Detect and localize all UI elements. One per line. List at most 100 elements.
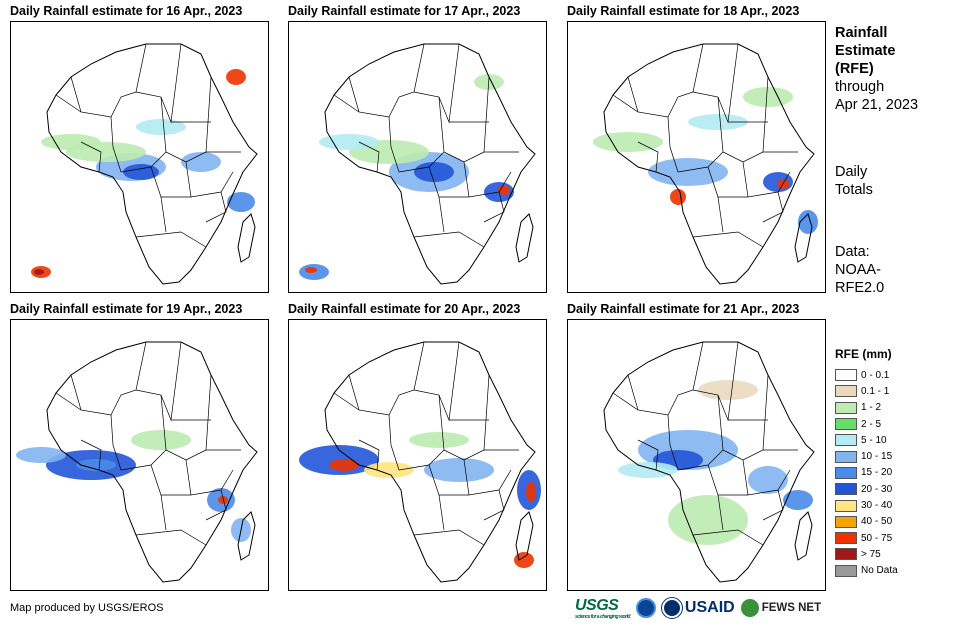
legend-swatch [835, 548, 857, 561]
country-border [627, 341, 704, 416]
usaid-wordmark: USAID [684, 599, 735, 616]
legend-item: 0 - 0.1 [835, 367, 898, 383]
panel-title: Daily Rainfall estimate for 19 Apr., 202… [10, 302, 243, 316]
rainfall-area [743, 87, 793, 107]
legend-swatch [835, 499, 857, 512]
country-border [717, 494, 724, 531]
rainfall-area [409, 432, 469, 448]
legend-item: 30 - 40 [835, 497, 898, 513]
country-border [667, 414, 679, 471]
country-border [55, 94, 82, 113]
country-border [70, 43, 147, 118]
legend-label: 1 - 2 [861, 402, 882, 414]
map-svg [31, 43, 258, 285]
legend-item: 15 - 20 [835, 465, 898, 481]
legend: RFE (mm) 0 - 0.1 0.1 - 1 1 - 2 2 - 5 5 - 10 1… [835, 347, 898, 579]
country-border [413, 231, 485, 248]
legend-label: 5 - 10 [861, 434, 887, 446]
legend-swatch [835, 401, 857, 414]
legend-item: 20 - 30 [835, 481, 898, 497]
map-svg [603, 341, 815, 583]
madagascar-outline [794, 213, 813, 263]
legend-item: 0.1 - 1 [835, 383, 898, 399]
rainfall-map [567, 21, 826, 293]
rainfall-area [227, 192, 255, 212]
country-border [612, 392, 639, 411]
panel-title: Daily Rainfall estimate for 18 Apr., 202… [567, 4, 800, 18]
rainfall-area [226, 69, 246, 85]
side-title-line: Estimate [835, 43, 896, 59]
map-svg [299, 43, 536, 285]
country-border [80, 439, 102, 471]
legend-swatch [835, 532, 857, 545]
country-border [110, 116, 122, 173]
usgs-logo: USGS science for a changing world [575, 597, 630, 620]
country-border [388, 414, 400, 471]
map-svg [593, 43, 818, 285]
country-border [438, 76, 490, 163]
rainfall-area [123, 164, 159, 180]
legend-swatch [835, 564, 857, 577]
rainfall-map [288, 319, 547, 591]
country-border [348, 43, 425, 118]
rainfall-area [698, 380, 758, 400]
rainfall-area [181, 152, 221, 172]
country-border [483, 489, 505, 521]
map-svg [299, 341, 541, 583]
continent-outline [603, 43, 815, 285]
side-title-line: (RFE) [835, 61, 874, 77]
country-border [135, 43, 182, 124]
country-border [135, 341, 182, 422]
side-daily-line: Daily [835, 164, 868, 180]
legend-swatch [835, 418, 857, 431]
madagascar-outline [794, 511, 813, 561]
country-border [762, 191, 784, 223]
rainfall-area [593, 132, 663, 152]
rainfall-area [798, 210, 818, 234]
panel-title: Daily Rainfall estimate for 16 Apr., 202… [10, 4, 243, 18]
side-daily-line: Totals [835, 182, 873, 198]
rainfall-area [329, 459, 359, 471]
country-border [463, 459, 512, 496]
country-border [80, 141, 102, 173]
country-border [627, 43, 704, 118]
side-date: Apr 21, 2023 [835, 97, 919, 113]
country-border [205, 191, 227, 223]
country-border [333, 392, 360, 411]
country-border [333, 94, 360, 113]
side-title: Rainfall Estimate (RFE) through Apr 21, … [835, 24, 918, 114]
legend-swatch [835, 483, 857, 496]
legend-label: 2 - 5 [861, 418, 882, 430]
side-daily: Daily Totals [835, 163, 873, 199]
continent-outline [603, 341, 815, 583]
panel-title: Daily Rainfall estimate for 17 Apr., 202… [288, 4, 521, 18]
side-through: through [835, 79, 885, 95]
country-border [358, 439, 380, 471]
country-border [348, 341, 425, 416]
legend-label: 20 - 30 [861, 483, 893, 495]
rainfall-area [783, 490, 813, 510]
legend-swatch [835, 466, 857, 479]
country-border [692, 43, 739, 124]
country-border [160, 494, 167, 531]
country-border [358, 141, 380, 173]
usgs-tagline: science for a changing world [575, 614, 630, 620]
legend-label: 15 - 20 [861, 467, 893, 479]
legend-label: 10 - 15 [861, 451, 893, 463]
legend-swatch [835, 450, 857, 463]
legend-item: 50 - 75 [835, 530, 898, 546]
country-border [742, 459, 791, 496]
globe-icon [740, 599, 759, 617]
country-border [185, 161, 234, 198]
legend-swatch [835, 434, 857, 447]
rainfall-map [567, 319, 826, 591]
continent-outline [46, 341, 258, 583]
country-border [438, 494, 445, 531]
rainfall-area [414, 162, 454, 182]
rainfall-area [41, 134, 101, 150]
legend-item: 1 - 2 [835, 400, 898, 416]
country-border [707, 464, 748, 496]
fews-wordmark: FEWS NET [761, 602, 822, 614]
rainfall-area [748, 466, 788, 494]
country-border [438, 196, 445, 233]
